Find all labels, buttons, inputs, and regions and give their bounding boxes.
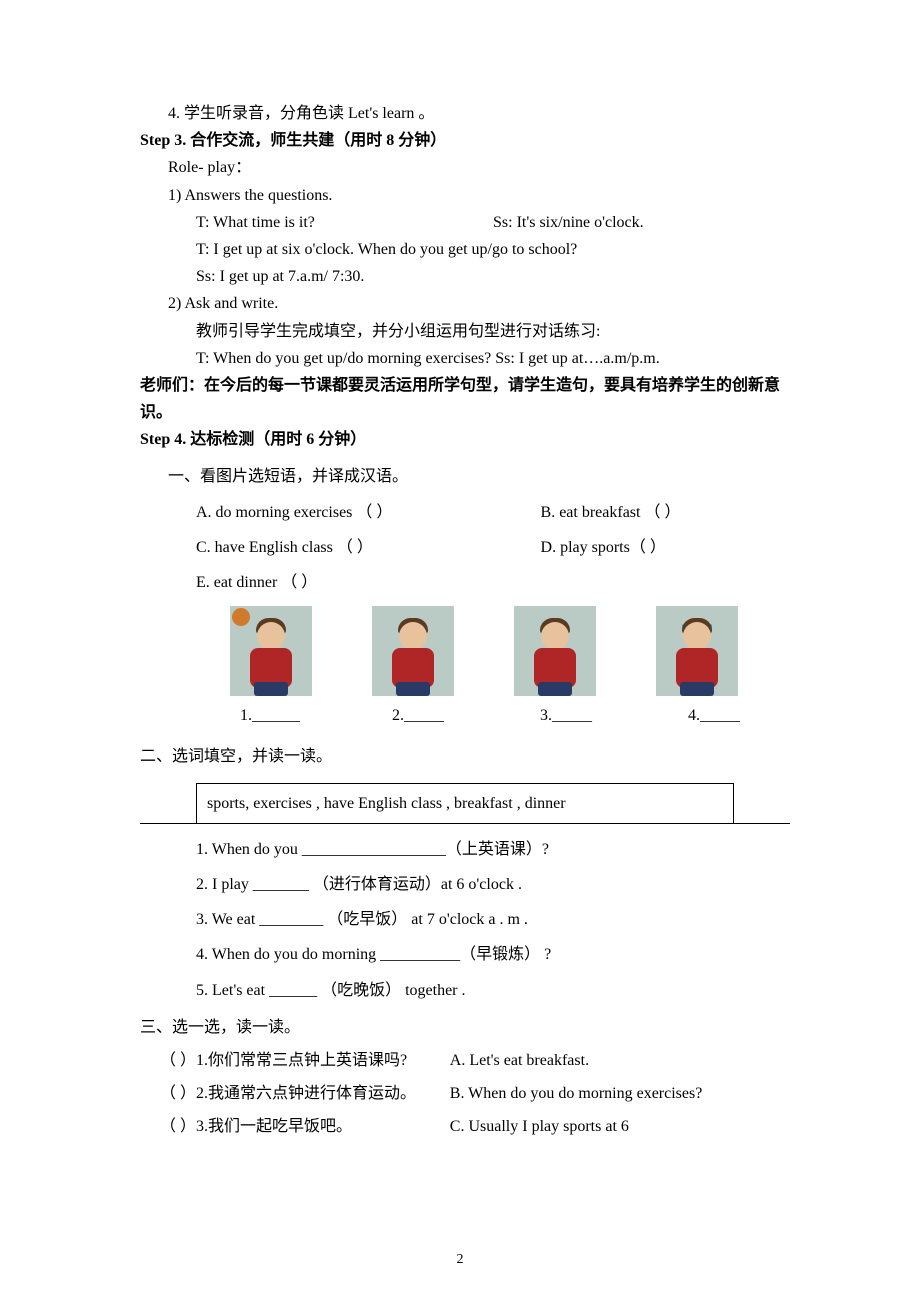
wordbank-underline (140, 823, 790, 824)
step3-heading: Step 3. 合作交流，师生共建（用时 8 分钟） (140, 127, 790, 154)
option-a: A. do morning exercises （ ） (196, 499, 541, 526)
q1-ss-response: Ss: I get up at 7.a.m/ 7:30. (140, 263, 790, 290)
image-3 (514, 606, 596, 696)
fill-2: 2. I play _______ （进行体育运动）at 6 o'clock . (140, 871, 790, 898)
match-1-right: A. Let's eat breakfast. (450, 1047, 790, 1074)
option-d: D. play sports（ ） (541, 534, 790, 561)
page-number: 2 (0, 1248, 920, 1272)
match-2-left: （ ）2.我通常六点钟进行体育运动。 (160, 1080, 450, 1107)
caption-3: 3._____ (516, 702, 616, 729)
step4-heading: Step 4. 达标检测（用时 6 分钟） (140, 426, 790, 453)
sec3-title: 三、选一选，读一读。 (140, 1014, 790, 1041)
fill-3: 3. We eat ________ （吃早饭） at 7 o'clock a … (140, 906, 790, 933)
line-4: 4. 学生听录音，分角色读 Let's learn 。 (140, 100, 790, 127)
option-b: B. eat breakfast （ ） (541, 499, 790, 526)
image-row (140, 606, 790, 696)
sec2-title: 二、选词填空，并读一读。 (140, 743, 790, 770)
match-3-left: （ ）3.我们一起吃早饭吧。 (160, 1113, 450, 1140)
fill-5: 5. Let's eat ______ （吃晚饭） together . (140, 977, 790, 1004)
match-1-left: （ ）1.你们常常三点钟上英语课吗? (160, 1047, 450, 1074)
q1-t-response: T: I get up at six o'clock. When do you … (140, 236, 790, 263)
match-2-right: B. When do you do morning exercises? (450, 1080, 790, 1107)
teacher-note: 老师们：在今后的每一节课都要灵活运用所学句型，请学生造句，要具有培养学生的创新意… (140, 372, 790, 426)
fill-1: 1. When do you __________________（上英语课）? (140, 836, 790, 863)
q2-label: 2) Ask and write. (140, 290, 790, 317)
image-1 (230, 606, 312, 696)
caption-1: 1.______ (220, 702, 320, 729)
option-c: C. have English class （ ） (196, 534, 541, 561)
caption-2: 2._____ (368, 702, 468, 729)
wordbank: sports, exercises , have English class ,… (196, 783, 734, 823)
q1-label: 1) Answers the questions. (140, 182, 790, 209)
option-e: E. eat dinner （ ） (196, 569, 541, 596)
roleplay-label: Role- play： (140, 154, 790, 181)
image-2 (372, 606, 454, 696)
image-4 (656, 606, 738, 696)
match-3-right: C. Usually I play sports at 6 (450, 1113, 790, 1140)
fill-4: 4. When do you do morning __________（早锻炼… (140, 941, 790, 968)
sec1-title: 一、看图片选短语，并译成汉语。 (140, 463, 790, 490)
q1-ss-answer: Ss: It's six/nine o'clock. (493, 209, 790, 236)
q2-line: T: When do you get up/do morning exercis… (140, 345, 790, 372)
caption-4: 4._____ (664, 702, 764, 729)
q2-desc: 教师引导学生完成填空，并分小组运用句型进行对话练习: (140, 318, 790, 345)
q1-t-question: T: What time is it? (196, 209, 493, 236)
